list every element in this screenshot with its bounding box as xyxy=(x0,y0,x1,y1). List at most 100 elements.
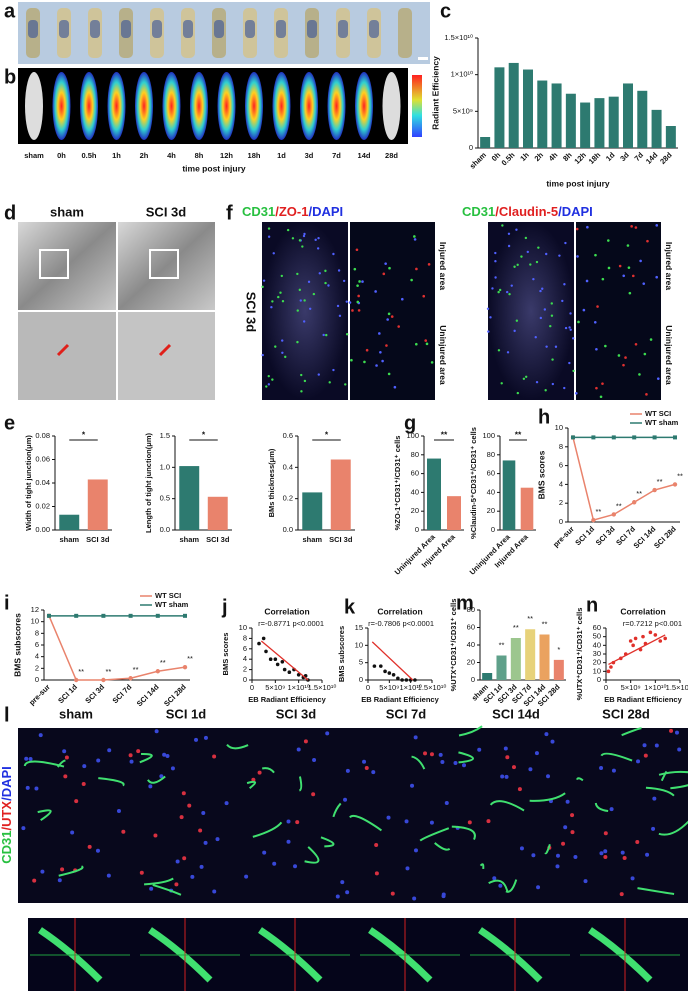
nucleus xyxy=(477,747,482,752)
marker xyxy=(155,669,160,674)
nucleus xyxy=(74,799,79,804)
cell-zoom xyxy=(588,927,653,983)
time-label: 12h xyxy=(220,151,233,160)
bar xyxy=(520,487,534,530)
cell xyxy=(410,278,413,282)
y-tick-label: 8 xyxy=(559,442,563,451)
cell xyxy=(626,244,630,247)
bar xyxy=(665,126,676,148)
cell xyxy=(515,228,518,231)
cell xyxy=(550,314,554,317)
signal xyxy=(80,72,98,140)
point xyxy=(628,639,633,643)
nucleus xyxy=(70,830,75,835)
significance: ** xyxy=(515,429,522,439)
bar xyxy=(510,638,521,680)
cell xyxy=(568,361,571,365)
nucleus xyxy=(561,841,566,846)
bar xyxy=(496,655,507,680)
nucleus xyxy=(286,839,291,844)
cell xyxy=(646,239,649,243)
nucleus xyxy=(603,849,608,854)
nucleus xyxy=(555,864,560,869)
cell xyxy=(563,283,566,286)
nucleus xyxy=(148,784,153,789)
cell xyxy=(298,239,302,242)
cell xyxy=(601,277,605,281)
cell xyxy=(537,246,540,249)
cell xyxy=(639,259,642,263)
point xyxy=(663,636,667,641)
cell xyxy=(327,284,330,287)
cell xyxy=(524,375,528,378)
nucleus xyxy=(28,757,33,762)
y-tick-label: 20 xyxy=(593,658,601,667)
x-tick-label: 0 xyxy=(366,683,370,692)
significance: ** xyxy=(133,665,139,674)
x-tick-label: SCI 3d xyxy=(329,535,353,544)
y-tick-label: 0.6 xyxy=(283,431,293,440)
nucleus xyxy=(343,797,348,802)
y-tick-label: 4 xyxy=(559,479,563,488)
nucleus xyxy=(95,848,100,853)
zoom-box xyxy=(149,249,179,279)
nucleus xyxy=(453,761,458,766)
y-axis-label: %ZO-1⁺CD31⁺/CD31⁺ cells xyxy=(393,436,402,531)
cell xyxy=(622,274,626,278)
nucleus xyxy=(203,735,208,740)
cell xyxy=(634,342,638,346)
cell xyxy=(575,391,578,395)
tem-image xyxy=(118,222,215,310)
nucleus xyxy=(536,885,541,890)
nucleus xyxy=(87,844,92,849)
cell xyxy=(298,288,302,292)
y-tick-label: 60 xyxy=(467,622,475,631)
panel-label: c xyxy=(440,0,451,22)
cell xyxy=(630,225,633,228)
x-tick-label: 1×10¹⁰ xyxy=(287,683,309,692)
cell xyxy=(400,297,404,301)
nucleus xyxy=(165,754,170,759)
vessel xyxy=(298,776,303,792)
time-label: 8h xyxy=(195,151,204,160)
cell xyxy=(554,345,558,348)
stain-part: /Claudin-5 xyxy=(495,204,558,219)
cell xyxy=(415,267,418,271)
nucleus xyxy=(154,729,159,734)
line xyxy=(48,615,186,681)
y-tick-label: 0.0 xyxy=(283,525,293,534)
cell xyxy=(385,344,388,347)
point xyxy=(631,643,635,648)
significance: ** xyxy=(616,501,622,510)
bar xyxy=(502,460,516,530)
y-tick-label: 60 xyxy=(411,469,419,478)
cell xyxy=(539,289,542,293)
cell xyxy=(515,319,519,322)
x-tick-label: 1h xyxy=(518,150,531,163)
y-tick-label: 80 xyxy=(411,450,419,459)
nucleus xyxy=(295,820,300,825)
cell xyxy=(571,337,575,340)
nucleus xyxy=(136,749,141,754)
nucleus xyxy=(645,852,650,857)
cell xyxy=(277,295,280,299)
y-tick-label: 0.0 xyxy=(160,525,170,534)
cell xyxy=(322,333,325,337)
cell xyxy=(655,224,659,227)
cell xyxy=(585,279,589,283)
point xyxy=(633,636,638,641)
nucleus xyxy=(64,755,69,760)
vessel xyxy=(419,827,450,842)
image-label: SCI 3d xyxy=(146,204,187,219)
cell xyxy=(318,272,321,275)
x-tick-label: 3d xyxy=(618,150,631,163)
nucleus xyxy=(429,752,434,757)
nucleus xyxy=(504,774,509,779)
vessel xyxy=(488,879,509,892)
area-label: Injured area xyxy=(438,242,448,290)
point xyxy=(609,665,613,669)
point xyxy=(275,662,280,667)
marker xyxy=(652,487,657,493)
nucleus xyxy=(390,891,395,896)
vessel xyxy=(670,784,688,790)
